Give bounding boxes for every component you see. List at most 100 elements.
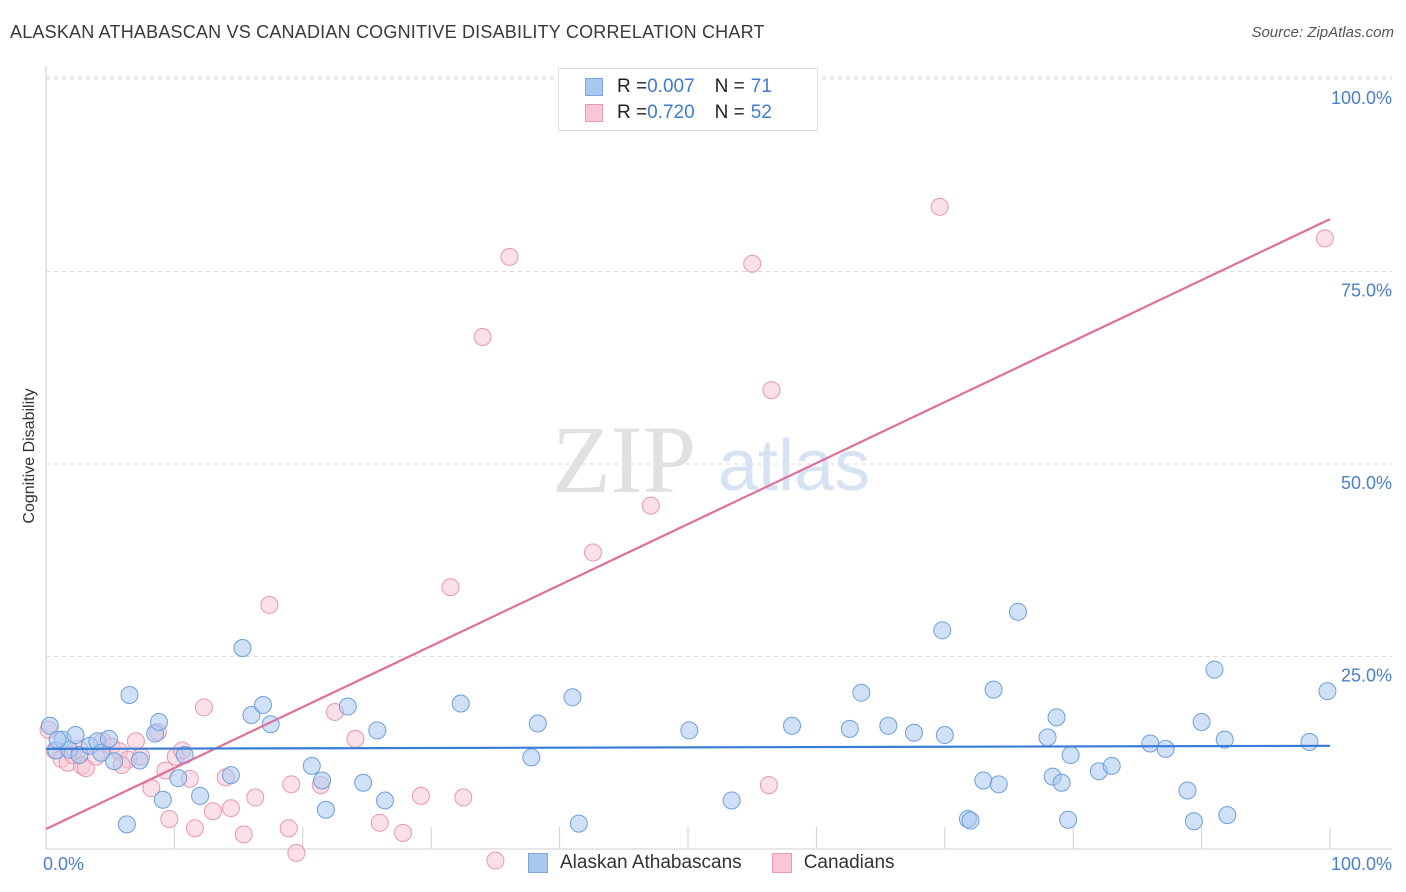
- y-tick-labels: 25.0% 50.0% 75.0% 100.0%: [1331, 88, 1392, 686]
- alaskan-point: [1184, 812, 1203, 831]
- watermark-zip: ZIP: [552, 406, 696, 513]
- legend-r-label: R =: [617, 76, 648, 97]
- alaskan-point: [1215, 730, 1234, 749]
- canadians-point: [185, 819, 204, 838]
- legend-r-value: 0.007: [647, 76, 695, 97]
- legend-swatch-blue: [528, 853, 548, 873]
- legend-r-value: 0.720: [647, 102, 695, 123]
- correlation-legend: R = 0.007 N = 71 R = 0.720 N = 52: [558, 68, 818, 131]
- alaskan-point: [569, 814, 588, 833]
- alaskan-point: [451, 694, 470, 713]
- legend-swatch-blue: [585, 78, 603, 96]
- canadians-point: [743, 254, 762, 273]
- alaskan-point: [338, 697, 357, 716]
- alaskan-point: [680, 721, 699, 740]
- alaskan-point: [1052, 773, 1071, 792]
- alaskan-point: [1008, 602, 1027, 621]
- alaskan-point: [253, 696, 272, 715]
- canadians-point: [454, 788, 473, 807]
- legend-swatch-pink: [585, 104, 603, 122]
- canadians-point: [583, 543, 602, 562]
- x-tick-labels: 0.0% 100.0%: [43, 854, 1392, 874]
- alaskan-point: [316, 800, 335, 819]
- canadians-point: [500, 247, 519, 266]
- canadians-point: [346, 729, 365, 748]
- alaskan-point: [375, 791, 394, 810]
- legend-n-label: N =: [714, 102, 745, 123]
- alaskan-point: [1061, 746, 1080, 765]
- alaskan-point: [1178, 781, 1197, 800]
- legend-n-value: 52: [750, 102, 772, 123]
- legend-item-alaskan: Alaskan Athabascans: [528, 852, 742, 874]
- series-canadians: [39, 197, 1334, 870]
- canadians-point: [246, 788, 265, 807]
- alaskan-point: [40, 716, 59, 735]
- alaskan-point: [935, 726, 954, 745]
- canadians-point: [393, 823, 412, 842]
- canadians-point: [930, 197, 949, 216]
- alaskan-point: [1192, 712, 1211, 731]
- alaskan-point: [563, 688, 582, 707]
- legend-label-alaskan: Alaskan Athabascans: [560, 852, 742, 873]
- canadians-point: [194, 698, 213, 717]
- canadians-point: [126, 732, 145, 751]
- y-axis-label: Cognitive Disability: [21, 388, 38, 523]
- y-tick-label: 25.0%: [1341, 666, 1392, 686]
- alaskan-point: [933, 621, 952, 640]
- canadians-point: [1315, 229, 1334, 248]
- alaskan-point: [1102, 756, 1121, 775]
- canadians-point: [441, 578, 460, 597]
- alaskan-point: [153, 790, 172, 809]
- x-tick-label: 100.0%: [1331, 854, 1392, 874]
- legend-label-canadians: Canadians: [803, 852, 895, 873]
- canadians-point: [370, 813, 389, 832]
- alaskan-point: [302, 756, 321, 775]
- source-label: Source: ZipAtlas.com: [1251, 24, 1394, 41]
- canadians-point: [759, 776, 778, 795]
- alaskan-point: [117, 815, 136, 834]
- alaskan-point: [840, 719, 859, 738]
- grid-lines: [46, 76, 1392, 657]
- alaskan-point: [120, 686, 139, 704]
- alaskan-point: [1047, 708, 1066, 727]
- alaskan-point: [368, 721, 387, 740]
- alaskan-point: [221, 766, 240, 785]
- canadians-point: [279, 819, 298, 838]
- x-tick-label: 0.0%: [43, 854, 84, 874]
- legend-item-canadians: Canadians: [771, 852, 895, 874]
- alaskan-point: [852, 683, 871, 702]
- trend-lines: [45, 218, 1331, 830]
- canadians-point: [473, 327, 492, 346]
- alaskan-point: [191, 786, 210, 805]
- alaskan-point: [1318, 682, 1337, 701]
- alaskan-point: [105, 752, 124, 771]
- alaskan-point: [783, 716, 802, 735]
- alaskan-point: [242, 706, 261, 725]
- alaskan-point: [1038, 728, 1057, 747]
- canadians-point: [221, 799, 240, 818]
- legend-row-canadians: R = 0.720 N = 52: [585, 101, 772, 125]
- canadians-point: [287, 843, 306, 862]
- alaskan-point: [1059, 810, 1078, 829]
- alaskan-point: [984, 680, 1003, 699]
- legend-n-value: 71: [750, 76, 772, 97]
- canadians-point: [641, 496, 660, 515]
- trend-line-alaskan: [45, 744, 1331, 751]
- alaskan-point: [169, 769, 188, 788]
- alaskan-point: [1141, 734, 1160, 753]
- alaskan-point: [989, 775, 1008, 794]
- legend-r-label: R =: [617, 102, 648, 123]
- y-tick-label: 50.0%: [1341, 473, 1392, 493]
- alaskan-point: [130, 751, 149, 770]
- alaskan-point: [1218, 806, 1237, 825]
- canadians-point: [486, 851, 505, 870]
- alaskan-point: [313, 771, 332, 790]
- canadians-point: [411, 786, 430, 805]
- alaskan-point: [528, 714, 547, 733]
- legend-row-alaskan: R = 0.007 N = 71: [585, 75, 772, 99]
- series-legend: Alaskan Athabascans Canadians: [528, 852, 925, 874]
- alaskan-point: [66, 726, 85, 745]
- canadians-point: [160, 809, 179, 828]
- alaskan-point: [1300, 732, 1319, 751]
- alaskan-point: [149, 712, 168, 731]
